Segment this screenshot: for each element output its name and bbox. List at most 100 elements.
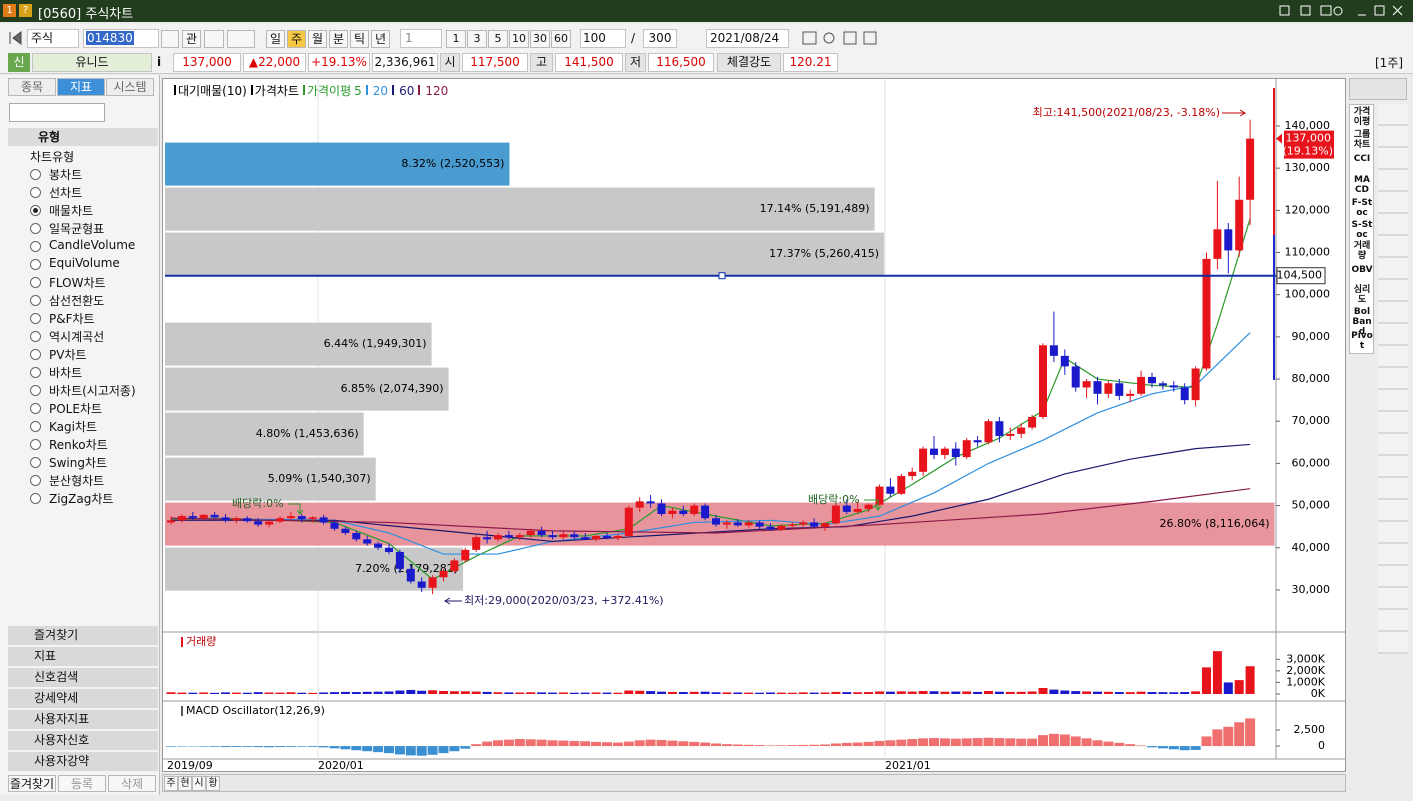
prev-icon[interactable] — [8, 31, 24, 45]
chart-type[interactable]: 바차트(시고저종) — [49, 384, 136, 398]
tool-button[interactable]: 거래량 — [1353, 241, 1371, 261]
tool-button[interactable]: F-Stoc — [1351, 198, 1373, 218]
bottom-tab[interactable]: 등록 — [58, 775, 106, 792]
chart-type[interactable]: EquiVolume — [49, 256, 120, 270]
tool-button[interactable]: OBV — [1351, 265, 1373, 275]
folder[interactable]: 즐겨찾기 — [8, 626, 158, 645]
radio[interactable] — [30, 241, 41, 252]
chart-type[interactable]: 일목균형표 — [49, 222, 105, 236]
chart-type[interactable]: 분산형차트 — [49, 474, 105, 488]
chart-type[interactable]: 삼선전환도 — [49, 294, 105, 308]
period-button[interactable]: 일 — [266, 30, 285, 48]
tool-button[interactable]: 가격이평 — [1353, 107, 1371, 127]
chart-type[interactable]: FLOW차트 — [49, 276, 106, 290]
quick-button[interactable]: 10 — [509, 30, 529, 48]
bottom-tab[interactable]: 즐겨찾기 — [8, 775, 56, 792]
toolbar-icons[interactable] — [800, 29, 884, 48]
quick-button[interactable]: 1 — [446, 30, 466, 48]
code-input[interactable]: 014830 — [83, 29, 159, 48]
badge[interactable]: 1 — [3, 4, 16, 17]
sidebar-tab[interactable]: 종목 — [8, 78, 56, 96]
tool-button[interactable]: Bol Band — [1352, 307, 1372, 337]
chart-type[interactable]: 바차트 — [49, 366, 83, 380]
folder[interactable]: 사용자지표 — [8, 710, 158, 729]
tool-button[interactable]: CCI — [1353, 154, 1371, 164]
period-button[interactable]: 월 — [308, 30, 327, 48]
period-button[interactable]: 년 — [371, 30, 390, 48]
radio[interactable] — [30, 421, 41, 432]
radio[interactable] — [30, 187, 41, 198]
icon-column[interactable] — [1378, 104, 1408, 654]
radio[interactable] — [30, 295, 41, 306]
date-select[interactable]: 2021/08/24 — [706, 29, 789, 48]
radio[interactable] — [30, 277, 41, 288]
scroll-buttons[interactable] — [1349, 78, 1407, 100]
market-select[interactable]: 주식 — [27, 29, 79, 48]
tool-button[interactable]: 심리도 — [1353, 285, 1371, 305]
radio[interactable] — [30, 205, 41, 216]
sidebar-tab[interactable]: 시스템 — [106, 78, 154, 96]
folder[interactable]: 지표 — [8, 647, 158, 666]
chart-type[interactable]: 봉차트 — [49, 168, 83, 182]
badge[interactable]: ? — [19, 4, 32, 17]
tool-button[interactable]: S-Stoc — [1351, 220, 1373, 240]
period-button[interactable]: 주 — [287, 30, 306, 48]
radio[interactable] — [30, 475, 41, 486]
quick-button[interactable]: 3 — [467, 30, 487, 48]
chart-type[interactable]: 매물차트 — [49, 204, 94, 218]
chart-type[interactable]: Renko차트 — [49, 438, 108, 452]
radio[interactable] — [30, 349, 41, 360]
chart-type[interactable]: 선차트 — [49, 186, 83, 200]
interval-select[interactable]: 1 — [400, 29, 442, 48]
chart-type[interactable]: ZigZag차트 — [49, 492, 114, 506]
chart-type[interactable]: Swing차트 — [49, 456, 108, 470]
folder[interactable]: 신호검색 — [8, 668, 158, 687]
radio[interactable] — [30, 385, 41, 396]
total-input[interactable]: 300 — [643, 29, 677, 48]
quick-button[interactable]: 30 — [530, 30, 550, 48]
tool-button[interactable]: MACD — [1354, 175, 1370, 195]
chart-type[interactable]: PV차트 — [49, 348, 87, 362]
radio[interactable] — [30, 439, 41, 450]
tool-button[interactable] — [204, 30, 224, 48]
radio[interactable] — [30, 457, 41, 468]
quick-button[interactable]: 60 — [551, 30, 571, 48]
radio[interactable] — [30, 403, 41, 414]
chart-type[interactable]: P&F차트 — [49, 312, 95, 326]
view-tab[interactable]: 황 — [206, 776, 220, 791]
search-button[interactable] — [161, 30, 179, 48]
link-button[interactable]: 관 — [182, 30, 201, 48]
chart-type[interactable]: 역시계곡선 — [49, 330, 105, 344]
radio[interactable] — [30, 259, 41, 270]
search-input[interactable] — [9, 103, 105, 122]
view-tab[interactable]: 현 — [178, 776, 192, 791]
section-header[interactable]: 유형 — [8, 128, 158, 146]
folder[interactable]: 사용자강약 — [8, 752, 158, 771]
info-button[interactable]: i — [157, 55, 162, 69]
view-tab[interactable]: 시 — [192, 776, 206, 791]
period-button[interactable]: 틱 — [350, 30, 369, 48]
chart-type[interactable]: POLE차트 — [49, 402, 103, 416]
tree-root[interactable]: 차트유형 — [30, 150, 75, 164]
tool-button[interactable]: Pivot — [1351, 331, 1373, 351]
chart-type[interactable]: Kagi차트 — [49, 420, 98, 434]
tool-button[interactable]: 그룹차트 — [1353, 130, 1371, 150]
sidebar-tab[interactable]: 지표 — [57, 78, 105, 96]
chart-type[interactable]: CandleVolume — [49, 238, 136, 252]
count-input[interactable]: 100 — [580, 29, 626, 48]
radio[interactable] — [30, 331, 41, 342]
radio[interactable] — [30, 493, 41, 504]
radio[interactable] — [30, 313, 41, 324]
view-tab[interactable]: 주 — [164, 776, 178, 791]
radio[interactable] — [30, 367, 41, 378]
radio[interactable] — [30, 169, 41, 180]
quick-button[interactable]: 5 — [488, 30, 508, 48]
folder[interactable]: 사용자신호 — [8, 731, 158, 750]
radio[interactable] — [30, 223, 41, 234]
folder[interactable]: 강세약세 — [8, 689, 158, 708]
spin-button[interactable] — [227, 30, 255, 48]
stock-name[interactable]: 유니드 — [32, 53, 152, 72]
period-button[interactable]: 분 — [329, 30, 348, 48]
bottom-tab[interactable]: 삭제 — [108, 775, 156, 792]
window-controls[interactable] — [1275, 3, 1411, 19]
